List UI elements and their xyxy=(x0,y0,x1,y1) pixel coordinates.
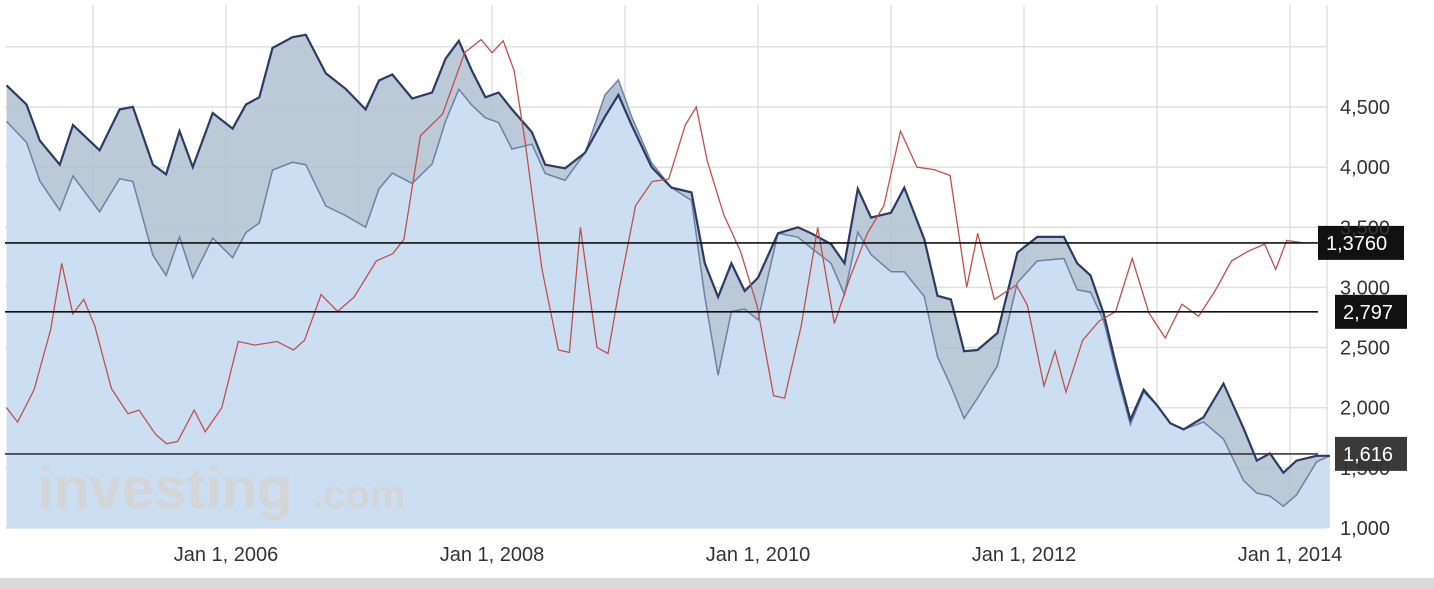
marker-label: 2,797 xyxy=(1343,302,1393,324)
x-tick-label: Jan 1, 2006 xyxy=(174,544,279,566)
series-line-lower xyxy=(5,78,1331,508)
series-area-band xyxy=(6,34,1330,507)
watermark-suffix: .com xyxy=(312,473,405,517)
series-line-red xyxy=(5,38,1304,445)
y-tick-label: 4,500 xyxy=(1340,97,1390,119)
series-lines xyxy=(5,33,1331,508)
watermark: investing .com xyxy=(38,456,405,521)
bottom-scrollbar[interactable] xyxy=(0,578,1434,589)
y-tick-label: 1,500 xyxy=(1340,458,1390,480)
series-line-upper xyxy=(5,33,1330,475)
y-tick-label: 1,000 xyxy=(1340,518,1390,540)
x-tick-label: Jan 1, 2014 xyxy=(1238,544,1343,566)
marker-badge xyxy=(1335,294,1407,329)
x-tick-label: Jan 1, 2010 xyxy=(706,544,811,566)
series-areas xyxy=(6,34,1330,529)
y-tick-label: 2,500 xyxy=(1340,338,1390,360)
marker-label: 1,3760 xyxy=(1326,233,1387,255)
watermark-brand: investing xyxy=(38,456,293,521)
y-tick-label: 2,000 xyxy=(1340,398,1390,420)
marker-label: 1,616 xyxy=(1343,444,1393,466)
horizontal-markers: 1,3760 2,797 1,616 xyxy=(5,225,1407,471)
y-tick-label: 3,000 xyxy=(1340,277,1390,299)
marker-badge xyxy=(1318,225,1404,260)
series-area-base xyxy=(6,79,1330,529)
y-tick-label: 3,500 xyxy=(1340,217,1390,239)
x-tick-label: Jan 1, 2008 xyxy=(440,544,545,566)
marker-badge xyxy=(1335,436,1407,471)
axes: Jan 1, 2006 Jan 1, 2008 Jan 1, 2010 Jan 1, … xyxy=(174,97,1390,566)
x-tick-label: Jan 1, 2012 xyxy=(972,544,1077,566)
y-tick-label: 4,000 xyxy=(1340,157,1390,179)
